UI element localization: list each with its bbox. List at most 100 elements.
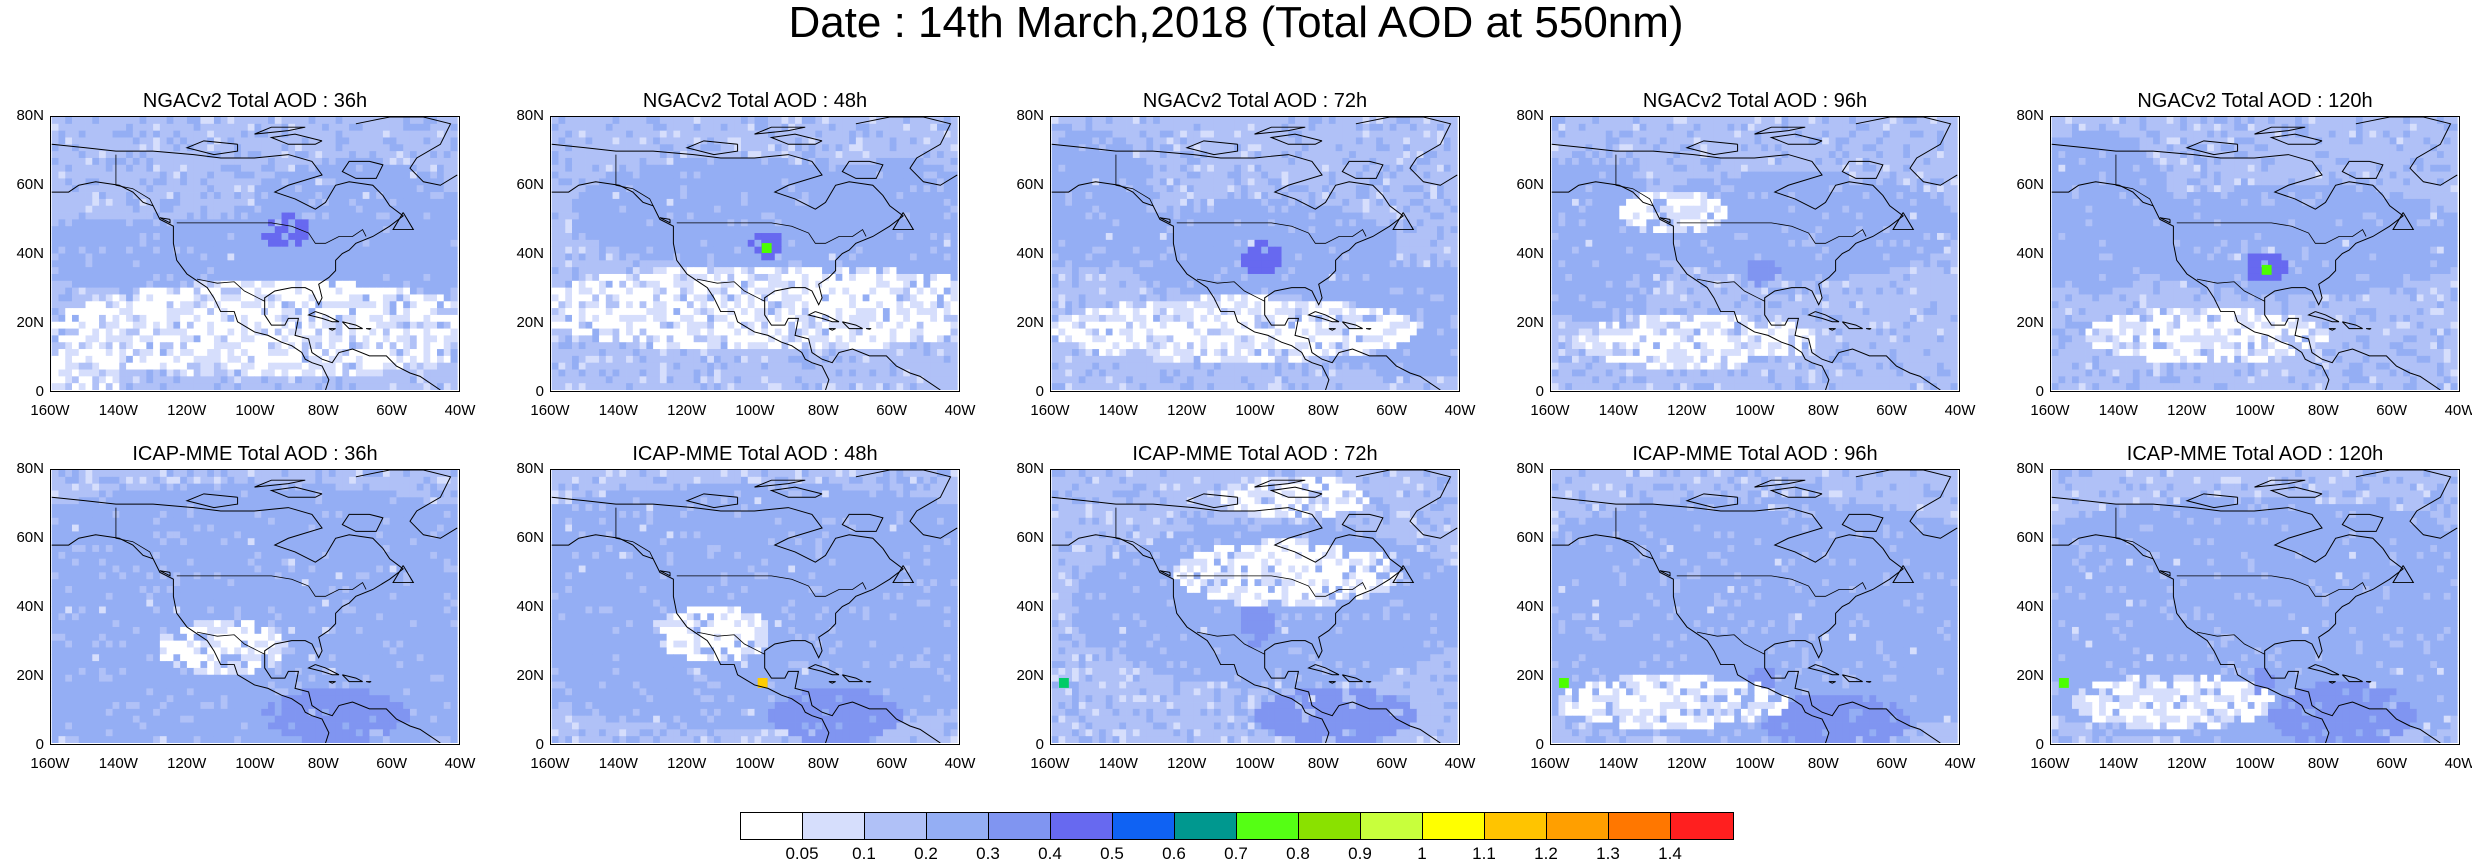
lat-tick-label: 20N <box>504 314 544 331</box>
aod-hotspot <box>1559 678 1569 688</box>
lon-tick-label: 160W <box>25 755 75 772</box>
panel-title: NGACv2 Total AOD : 72h <box>1050 90 1460 113</box>
lon-tick-label: 40W <box>935 755 985 772</box>
colorbar-swatch <box>989 813 1051 839</box>
colorbar-label: 0.3 <box>963 844 1013 864</box>
lat-tick-label: 40N <box>1504 598 1544 615</box>
colorbar-label: 0.05 <box>777 844 827 864</box>
lat-tick-label: 60N <box>2004 176 2044 193</box>
lon-tick-label: 60W <box>1867 755 1917 772</box>
lat-tick-label: 80N <box>504 460 544 477</box>
lat-tick-label: 20N <box>1004 667 1044 684</box>
lon-tick-label: 120W <box>2162 755 2212 772</box>
lon-tick-label: 40W <box>435 402 485 419</box>
colorbar-swatch <box>865 813 927 839</box>
panel-title: NGACv2 Total AOD : 120h <box>2050 90 2460 113</box>
lon-tick-label: 120W <box>1162 402 1212 419</box>
lon-tick-label: 60W <box>367 755 417 772</box>
lat-tick-label: 80N <box>4 460 44 477</box>
lon-tick-label: 140W <box>1593 755 1643 772</box>
aod-map <box>50 116 460 392</box>
lon-tick-label: 60W <box>1367 755 1417 772</box>
lat-tick-label: 0 <box>2004 383 2044 400</box>
colorbar-label: 0.4 <box>1025 844 1075 864</box>
map-panel: ICAP-MME Total AOD : 96h <box>1550 443 1960 789</box>
lat-tick-label: 20N <box>4 667 44 684</box>
lon-tick-label: 100W <box>730 402 780 419</box>
aod-map <box>2050 116 2460 392</box>
aod-hotspot <box>762 243 772 253</box>
lat-tick-label: 80N <box>2004 460 2044 477</box>
lon-tick-label: 120W <box>162 755 212 772</box>
lat-tick-label: 0 <box>4 383 44 400</box>
lat-tick-label: 0 <box>504 736 544 753</box>
lon-tick-label: 140W <box>93 755 143 772</box>
lon-tick-label: 140W <box>1093 402 1143 419</box>
lon-tick-label: 120W <box>1662 755 1712 772</box>
colorbar-swatch <box>1609 813 1671 839</box>
map-panel: NGACv2 Total AOD : 96h <box>1550 90 1960 436</box>
colorbar-label: 0.5 <box>1087 844 1137 864</box>
lat-tick-label: 0 <box>1504 736 1544 753</box>
aod-map <box>2050 469 2460 745</box>
aod-hotspot <box>2262 265 2272 275</box>
lat-tick-label: 20N <box>1004 314 1044 331</box>
panel-title: ICAP-MME Total AOD : 96h <box>1550 443 1960 466</box>
lon-tick-label: 100W <box>730 755 780 772</box>
aod-map <box>50 469 460 745</box>
lat-tick-label: 40N <box>2004 245 2044 262</box>
lat-tick-label: 0 <box>504 383 544 400</box>
aod-map <box>550 116 960 392</box>
lon-tick-label: 120W <box>2162 402 2212 419</box>
colorbar-swatch <box>741 813 803 839</box>
lat-tick-label: 20N <box>2004 314 2044 331</box>
colorbar-swatch <box>803 813 865 839</box>
lon-tick-label: 160W <box>1025 755 1075 772</box>
lon-tick-label: 160W <box>525 402 575 419</box>
lon-tick-label: 160W <box>1525 402 1575 419</box>
lon-tick-label: 60W <box>867 755 917 772</box>
lon-tick-label: 140W <box>93 402 143 419</box>
lon-tick-label: 80W <box>1798 402 1848 419</box>
lat-tick-label: 20N <box>2004 667 2044 684</box>
panel-title: ICAP-MME Total AOD : 36h <box>50 443 460 466</box>
lon-tick-label: 60W <box>2367 402 2417 419</box>
lat-tick-label: 20N <box>1504 314 1544 331</box>
lat-tick-label: 20N <box>504 667 544 684</box>
lat-tick-label: 60N <box>504 176 544 193</box>
lon-tick-label: 100W <box>230 755 280 772</box>
aod-hotspot <box>2059 678 2069 688</box>
lat-tick-label: 40N <box>1004 598 1044 615</box>
lon-tick-label: 120W <box>662 402 712 419</box>
map-panel: ICAP-MME Total AOD : 36h <box>50 443 460 789</box>
lon-tick-label: 100W <box>1230 755 1280 772</box>
lat-tick-label: 40N <box>4 598 44 615</box>
lon-tick-label: 80W <box>2298 755 2348 772</box>
lon-tick-label: 160W <box>2025 402 2075 419</box>
colorbar-swatch <box>927 813 989 839</box>
lat-tick-label: 80N <box>504 107 544 124</box>
lat-tick-label: 40N <box>504 245 544 262</box>
colorbar-label: 1.1 <box>1459 844 1509 864</box>
lon-tick-label: 80W <box>1798 755 1848 772</box>
panel-title: ICAP-MME Total AOD : 120h <box>2050 443 2460 466</box>
lon-tick-label: 140W <box>2093 402 2143 419</box>
lon-tick-label: 140W <box>2093 755 2143 772</box>
lon-tick-label: 100W <box>1730 755 1780 772</box>
aod-colorbar <box>740 812 1734 840</box>
colorbar-swatch <box>1361 813 1423 839</box>
lat-tick-label: 80N <box>1004 460 1044 477</box>
lat-tick-label: 40N <box>504 598 544 615</box>
colorbar-swatch <box>1423 813 1485 839</box>
colorbar-swatch <box>1113 813 1175 839</box>
colorbar-label: 1.2 <box>1521 844 1571 864</box>
colorbar-swatch <box>1671 813 1733 839</box>
aod-map <box>1050 116 1460 392</box>
lat-tick-label: 0 <box>1004 736 1044 753</box>
lon-tick-label: 100W <box>1230 402 1280 419</box>
figure-title: Date : 14th March,2018 (Total AOD at 550… <box>0 0 2472 48</box>
lon-tick-label: 140W <box>593 402 643 419</box>
map-panel: NGACv2 Total AOD : 48h <box>550 90 960 436</box>
lon-tick-label: 140W <box>1093 755 1143 772</box>
lon-tick-label: 80W <box>2298 402 2348 419</box>
